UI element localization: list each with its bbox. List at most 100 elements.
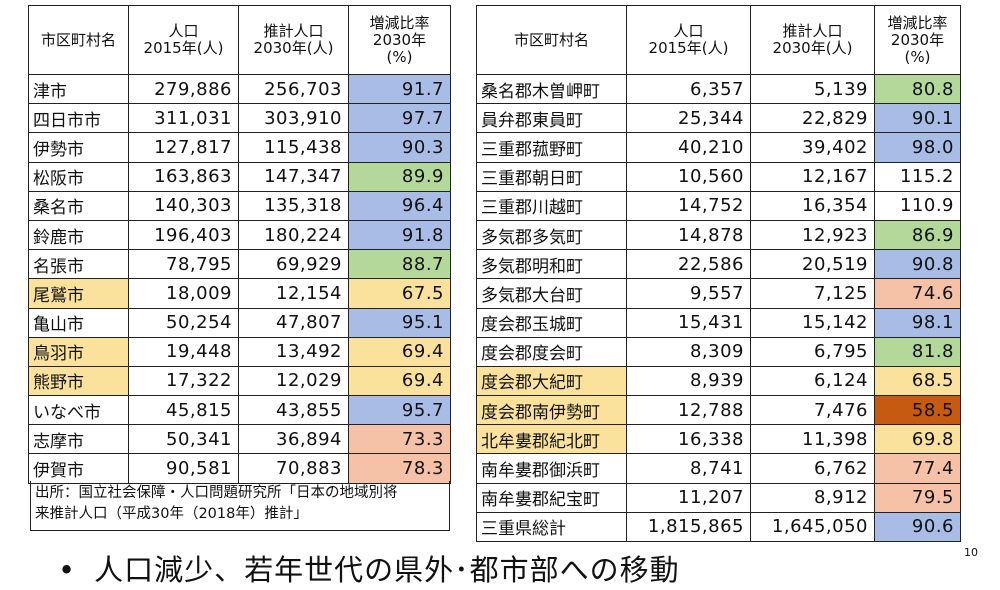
pop-2015-cell: 22,586 (626, 249, 751, 280)
pop-2015-cell: 50,341 (128, 424, 239, 455)
municipality-cell: 熊野市 (28, 365, 129, 397)
ratio-cell: 78.3 (348, 453, 451, 484)
table-row: 北牟婁郡紀北町 16,338 11,398 69.8 (476, 424, 961, 455)
bullet-text: 人口減少、若年世代の県外･都市部への移動 (94, 553, 680, 587)
ratio-cell: 81.8 (874, 336, 961, 367)
ratio-cell: 69.4 (348, 336, 451, 367)
pop-2015-cell: 17,322 (128, 365, 239, 397)
municipality-cell: 鳥羽市 (28, 336, 129, 367)
municipality-cell: 尾鷲市 (28, 278, 129, 309)
table-row: 四日市市 311,031 303,910 97.7 (28, 103, 451, 134)
table-row: 多気郡大台町 9,557 7,125 74.6 (476, 278, 961, 309)
table-row: 南牟婁郡御浜町 8,741 6,762 77.4 (476, 453, 961, 484)
table-row: 鈴鹿市 196,403 180,224 91.8 (28, 219, 451, 251)
pop-2030-cell: 5,139 (750, 73, 875, 105)
municipality-cell: 四日市市 (28, 103, 129, 134)
municipality-cell: 松阪市 (28, 161, 129, 192)
ratio-cell: 91.7 (348, 73, 451, 105)
ratio-cell: 115.2 (874, 161, 961, 192)
ratio-cell: 69.8 (874, 424, 961, 455)
pop-2015-cell: 6,357 (626, 73, 751, 105)
ratio-cell: 67.5 (348, 278, 451, 309)
ratio-cell: 69.4 (348, 365, 451, 397)
municipality-cell: 度会郡大紀町 (476, 365, 627, 397)
table-row: 志摩市 50,341 36,894 73.3 (28, 424, 451, 455)
pop-2015-cell: 25,344 (626, 103, 751, 134)
left-population-table: 市区町村名 人口 2015年(人) 推計人口 2030年(人) 増減比率 2030年(… (28, 5, 451, 484)
ratio-cell: 58.5 (874, 395, 961, 426)
ratio-cell: 90.3 (348, 132, 451, 163)
table-row: 亀山市 50,254 47,807 95.1 (28, 307, 451, 338)
municipality-cell: 志摩市 (28, 424, 129, 455)
pop-2015-cell: 8,309 (626, 336, 751, 367)
table-row: 度会郡玉城町 15,431 15,142 98.1 (476, 307, 961, 338)
pop-2015-cell: 50,254 (128, 307, 239, 338)
ratio-cell: 74.6 (874, 278, 961, 309)
pop-2030-cell: 7,125 (750, 278, 875, 309)
header-ratio: 増減比率 2030年 (%) (874, 5, 961, 75)
ratio-cell: 90.8 (874, 249, 961, 280)
header-municipality: 市区町村名 (476, 5, 627, 75)
pop-2030-cell: 6,762 (750, 453, 875, 484)
pop-2030-cell: 16,354 (750, 190, 875, 221)
municipality-cell: 度会郡度会町 (476, 336, 627, 367)
pop-2030-cell: 12,167 (750, 161, 875, 192)
pop-2015-cell: 8,939 (626, 365, 751, 397)
ratio-cell: 91.8 (348, 219, 451, 251)
pop-2030-cell: 256,703 (238, 73, 349, 105)
pop-2015-cell: 78,795 (128, 249, 239, 280)
ratio-cell: 96.4 (348, 190, 451, 221)
pop-2015-cell: 140,303 (128, 190, 239, 221)
ratio-cell: 73.3 (348, 424, 451, 455)
pop-2030-cell: 6,124 (750, 365, 875, 397)
pop-2030-cell: 7,476 (750, 395, 875, 426)
pop-2015-cell: 90,581 (128, 453, 239, 484)
ratio-cell: 98.0 (874, 132, 961, 163)
pop-2030-cell: 135,318 (238, 190, 349, 221)
pop-2015-cell: 1,815,865 (626, 511, 751, 543)
table-row: 熊野市 17,322 12,029 69.4 (28, 365, 451, 397)
pop-2030-cell: 180,224 (238, 219, 349, 251)
municipality-cell: 度会郡玉城町 (476, 307, 627, 338)
ratio-cell: 88.7 (348, 249, 451, 280)
table-row: 伊賀市 90,581 70,883 78.3 (28, 453, 451, 484)
pop-2030-cell: 47,807 (238, 307, 349, 338)
municipality-cell: 三重郡菰野町 (476, 132, 627, 163)
pop-2030-cell: 8,912 (750, 482, 875, 513)
pop-2030-cell: 12,154 (238, 278, 349, 309)
pop-2015-cell: 9,557 (626, 278, 751, 309)
municipality-cell: 伊賀市 (28, 453, 129, 484)
bullet-point: • 人口減少、若年世代の県外･都市部への移動 (58, 547, 680, 589)
pop-2030-cell: 43,855 (238, 395, 349, 426)
table-row: 伊勢市 127,817 115,438 90.3 (28, 132, 451, 163)
pop-2015-cell: 311,031 (128, 103, 239, 134)
ratio-cell: 79.5 (874, 482, 961, 513)
pop-2015-cell: 40,210 (626, 132, 751, 163)
municipality-cell: 多気郡多気町 (476, 219, 627, 251)
pop-2030-cell: 147,347 (238, 161, 349, 192)
table-row: 松阪市 163,863 147,347 89.9 (28, 161, 451, 192)
pop-2015-cell: 14,878 (626, 219, 751, 251)
municipality-cell: 北牟婁郡紀北町 (476, 424, 627, 455)
ratio-cell: 80.8 (874, 73, 961, 105)
municipality-cell: 鈴鹿市 (28, 219, 129, 251)
table-row: 津市 279,886 256,703 91.7 (28, 73, 451, 105)
right-population-table: 市区町村名 人口 2015年(人) 推計人口 2030年(人) 増減比率 2030年(… (476, 5, 961, 543)
table-row: 三重郡菰野町 40,210 39,402 98.0 (476, 132, 961, 163)
source-note: 出所：国立社会保障・人口問題研究所「日本の地域別将 来推計人口（平成30年（20… (30, 481, 450, 531)
header-pop-2030: 推計人口 2030年(人) (238, 5, 349, 75)
pop-2030-cell: 39,402 (750, 132, 875, 163)
header-ratio: 増減比率 2030年 (%) (348, 5, 451, 75)
table-header-row: 市区町村名 人口 2015年(人) 推計人口 2030年(人) 増減比率 2030年(… (28, 5, 451, 75)
header-pop-2030: 推計人口 2030年(人) (750, 5, 875, 75)
pop-2030-cell: 1,645,050 (750, 511, 875, 543)
pop-2015-cell: 163,863 (128, 161, 239, 192)
source-line-1: 出所：国立社会保障・人口問題研究所「日本の地域別将 (35, 485, 398, 501)
table-row: 三重郡朝日町 10,560 12,167 115.2 (476, 161, 961, 192)
municipality-cell: 桑名市 (28, 190, 129, 221)
pop-2015-cell: 279,886 (128, 73, 239, 105)
pop-2015-cell: 10,560 (626, 161, 751, 192)
pop-2030-cell: 36,894 (238, 424, 349, 455)
ratio-cell: 89.9 (348, 161, 451, 192)
table-row: 度会郡南伊勢町 12,788 7,476 58.5 (476, 395, 961, 426)
